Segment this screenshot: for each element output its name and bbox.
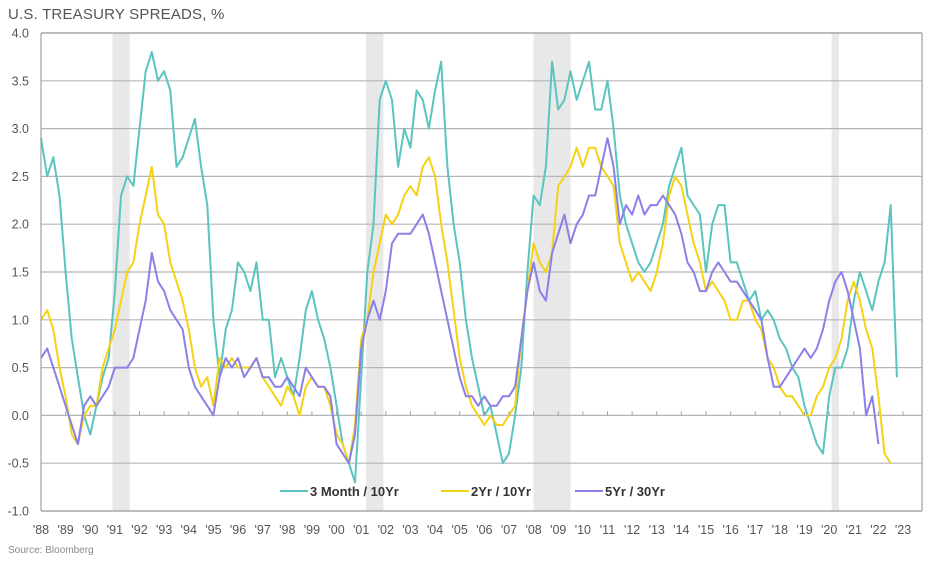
y-tick-label: 4.0 (12, 27, 29, 41)
legend-label: 3 Month / 10Yr (310, 484, 399, 499)
y-tick-label: 3.0 (12, 122, 29, 136)
x-tick-label: '95 (205, 523, 221, 537)
x-tick-label: '15 (698, 523, 714, 537)
series-line-2 (40, 137, 880, 465)
series-line-0 (40, 51, 898, 484)
x-tick-label: '13 (649, 523, 665, 537)
x-tick-label: '10 (575, 523, 591, 537)
y-tick-label: 1.0 (12, 313, 29, 327)
x-tick-label: '07 (501, 523, 517, 537)
x-tick-label: '20 (821, 523, 837, 537)
gridlines (41, 32, 922, 512)
y-tick-label: 3.5 (12, 74, 29, 88)
legend-item: 3 Month / 10Yr (280, 484, 399, 499)
x-tick-label: '90 (82, 523, 98, 537)
legend-item: 2Yr / 10Yr (441, 484, 531, 499)
x-tick-label: '09 (550, 523, 566, 537)
x-tick-label: '93 (156, 523, 172, 537)
x-tick-label: '19 (796, 523, 812, 537)
x-tick-label: '01 (353, 523, 369, 537)
x-tick-label: '02 (378, 523, 394, 537)
x-tick-label: '23 (895, 523, 911, 537)
x-tick-label: '12 (624, 523, 640, 537)
y-tick-label: 0.0 (12, 409, 29, 423)
series-lines (40, 51, 898, 484)
x-tick-label: '98 (279, 523, 295, 537)
legend: 3 Month / 10Yr 2Yr / 10Yr 5Yr / 30Yr (280, 484, 665, 499)
legend-label: 2Yr / 10Yr (471, 484, 531, 499)
x-axis-ticks: '88 '89 '90 '91 '92 '93 '94 '95 '96 '97 '98 '99 '00 '… (33, 523, 911, 537)
x-tick-label: '99 (304, 523, 320, 537)
x-tick-label: '94 (181, 523, 197, 537)
x-tick-label: '05 (452, 523, 468, 537)
x-tick-label: '11 (600, 523, 615, 537)
axes (40, 32, 923, 512)
legend-item: 5Yr / 30Yr (575, 484, 665, 499)
x-tick-label: '06 (476, 523, 492, 537)
x-tick-label: '18 (772, 523, 788, 537)
x-tick-label: '89 (57, 523, 73, 537)
y-tick-label: 1.5 (12, 266, 29, 280)
y-tick-label: -0.5 (7, 457, 29, 471)
x-tick-label: '08 (525, 523, 541, 537)
y-tick-label: 2.5 (12, 170, 29, 184)
x-tick-label: '96 (230, 523, 246, 537)
source-note: Source: Bloomberg (8, 545, 94, 556)
x-tick-label: '17 (747, 523, 763, 537)
y-axis-ticks: 4.0 3.5 3.0 2.5 2.0 1.5 1.0 0.5 0.0 -0.5 -1.0 (7, 27, 29, 519)
x-tick-label: '97 (255, 523, 271, 537)
x-tick-label: '00 (328, 523, 344, 537)
x-tick-label: '22 (870, 523, 886, 537)
x-tick-label: '21 (846, 523, 862, 537)
chart-title: U.S. TREASURY SPREADS, % (8, 6, 225, 23)
x-tick-label: '03 (402, 523, 418, 537)
legend-label: 5Yr / 30Yr (605, 484, 665, 499)
x-tick-label: '14 (673, 523, 689, 537)
y-tick-label: -1.0 (7, 505, 29, 519)
x-tick-label: '16 (722, 523, 738, 537)
y-tick-label: 0.5 (12, 361, 29, 375)
x-tick-label: '04 (427, 523, 443, 537)
x-tick-label: '91 (107, 523, 123, 537)
x-tick-label: '92 (131, 523, 147, 537)
y-tick-label: 2.0 (12, 218, 29, 232)
x-tick-label: '88 (33, 523, 49, 537)
